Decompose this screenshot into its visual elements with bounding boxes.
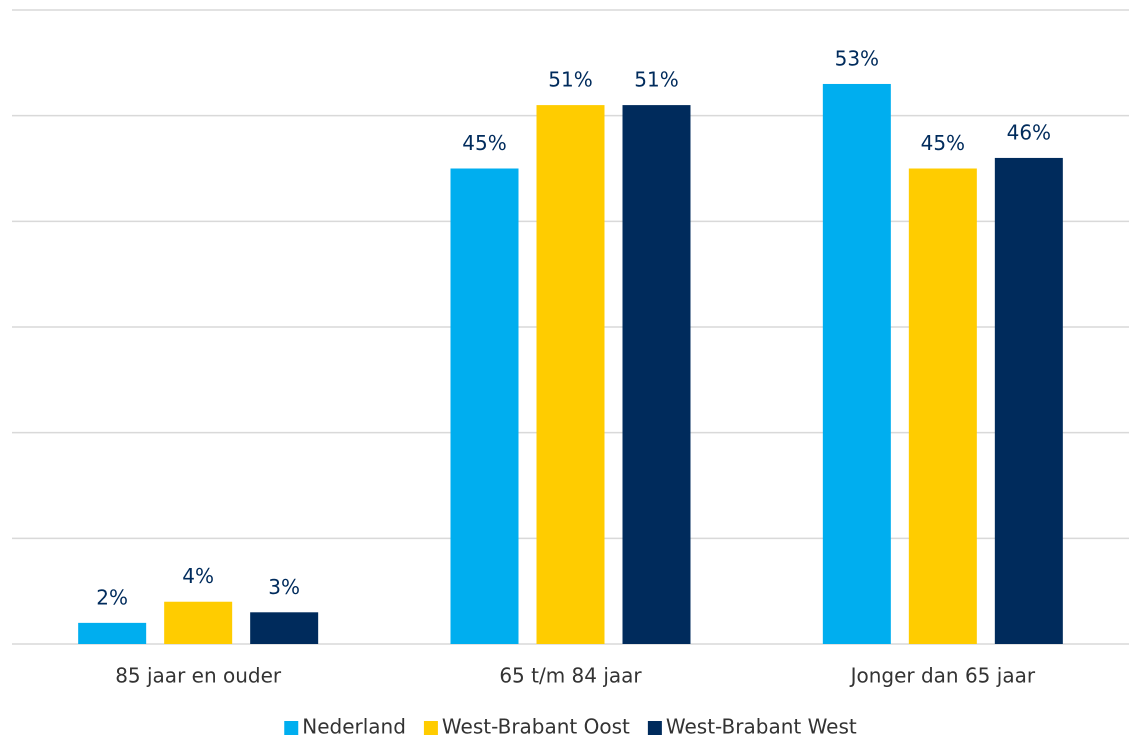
legend-label: Nederland — [302, 715, 406, 739]
bar — [822, 83, 891, 644]
bar — [250, 612, 319, 644]
x-tick-label: 85 jaar en ouder — [115, 664, 282, 688]
bar — [78, 622, 147, 644]
data-label: 3% — [268, 575, 300, 599]
bar — [164, 601, 233, 644]
data-label: 45% — [462, 131, 506, 155]
legend-swatch — [423, 721, 438, 735]
legend-label: West-Brabant West — [666, 715, 857, 739]
data-label: 53% — [835, 46, 879, 70]
data-label: 4% — [182, 564, 214, 588]
bar — [622, 105, 691, 645]
x-tick-label: 65 t/m 84 jaar — [499, 664, 642, 688]
bar — [908, 168, 977, 644]
data-label: 2% — [96, 585, 128, 609]
data-label: 45% — [921, 131, 965, 155]
data-label: 51% — [548, 68, 592, 92]
bar — [536, 105, 605, 645]
legend-swatch — [284, 721, 299, 735]
x-tick-label: Jonger dan 65 jaar — [849, 664, 1036, 688]
legend-label: West-Brabant Oost — [442, 715, 630, 739]
bar — [994, 157, 1063, 644]
bar — [450, 168, 519, 644]
data-label: 46% — [1007, 120, 1051, 144]
data-label: 51% — [634, 68, 678, 92]
legend-swatch — [647, 721, 662, 735]
